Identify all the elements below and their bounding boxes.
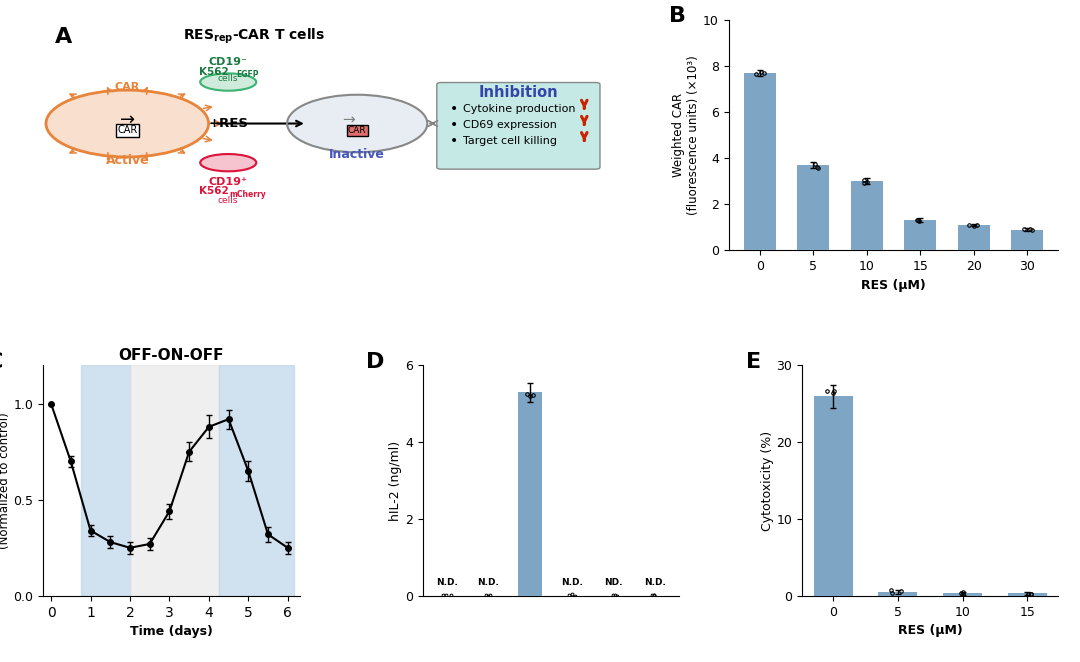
Text: C: C	[0, 352, 3, 371]
Bar	[219, 365, 294, 596]
Text: Inactive: Inactive	[329, 148, 386, 161]
Text: →: →	[120, 111, 135, 129]
Text: B: B	[670, 6, 686, 26]
Y-axis label: Relative CAR expression
(Normalized to control): Relative CAR expression (Normalized to c…	[0, 409, 11, 552]
Text: •: •	[449, 134, 458, 148]
Bar	[517, 393, 542, 596]
Circle shape	[287, 95, 428, 152]
Text: A: A	[54, 26, 71, 47]
Text: Cytokine production: Cytokine production	[462, 103, 576, 114]
Text: •: •	[449, 101, 458, 116]
Bar	[851, 181, 882, 250]
Text: mCherry: mCherry	[229, 190, 267, 199]
Text: CAR: CAR	[114, 81, 140, 91]
Text: ND.: ND.	[604, 579, 622, 587]
Title: OFF-ON-OFF: OFF-ON-OFF	[119, 348, 225, 363]
Bar	[743, 73, 775, 250]
Bar	[1011, 230, 1043, 250]
X-axis label: RES (μM): RES (μM)	[861, 279, 926, 291]
Y-axis label: hIL-2 (ng/ml): hIL-2 (ng/ml)	[389, 440, 402, 521]
Bar	[943, 594, 982, 596]
Text: N.D.: N.D.	[644, 579, 665, 587]
Text: CAR: CAR	[348, 126, 366, 135]
Text: Active: Active	[106, 154, 149, 167]
Bar	[1008, 594, 1047, 596]
Text: N.D.: N.D.	[436, 579, 458, 587]
Text: Target cell killing: Target cell killing	[462, 136, 556, 146]
Text: CAR: CAR	[118, 125, 137, 136]
Bar	[797, 165, 829, 250]
Text: •: •	[449, 118, 458, 132]
Text: CD19⁺: CD19⁺	[208, 177, 247, 187]
Text: cells: cells	[218, 74, 239, 83]
Y-axis label: Weighted CAR
(fluorescence units) (×10³): Weighted CAR (fluorescence units) (×10³)	[672, 55, 700, 215]
Bar	[81, 365, 130, 596]
X-axis label: RES (μM): RES (μM)	[897, 624, 962, 637]
Text: K562: K562	[200, 67, 229, 77]
Circle shape	[46, 90, 208, 157]
Ellipse shape	[200, 73, 256, 91]
Text: E: E	[745, 352, 760, 371]
Text: D: D	[366, 352, 384, 371]
Text: Inhibition: Inhibition	[478, 85, 558, 100]
Text: CD69 expression: CD69 expression	[462, 120, 556, 130]
Ellipse shape	[200, 154, 256, 171]
Text: K562: K562	[200, 187, 229, 197]
FancyBboxPatch shape	[436, 83, 600, 169]
Bar	[813, 396, 852, 596]
Bar	[958, 225, 990, 250]
Text: CD19⁻: CD19⁻	[208, 58, 247, 68]
Text: N.D.: N.D.	[561, 579, 582, 587]
Text: EGFP: EGFP	[237, 70, 259, 79]
Y-axis label: Cytotoxicity (%): Cytotoxicity (%)	[760, 430, 773, 531]
Text: →: →	[342, 113, 355, 128]
Text: RES$_{\mathregular{rep}}$-CAR T cells: RES$_{\mathregular{rep}}$-CAR T cells	[184, 26, 326, 46]
Bar	[904, 220, 936, 250]
Text: +RES: +RES	[208, 117, 248, 130]
Text: N.D.: N.D.	[477, 579, 499, 587]
Text: cells: cells	[218, 196, 239, 205]
Bar	[878, 592, 917, 596]
Bar	[130, 365, 219, 596]
X-axis label: Time (days): Time (days)	[130, 625, 213, 638]
